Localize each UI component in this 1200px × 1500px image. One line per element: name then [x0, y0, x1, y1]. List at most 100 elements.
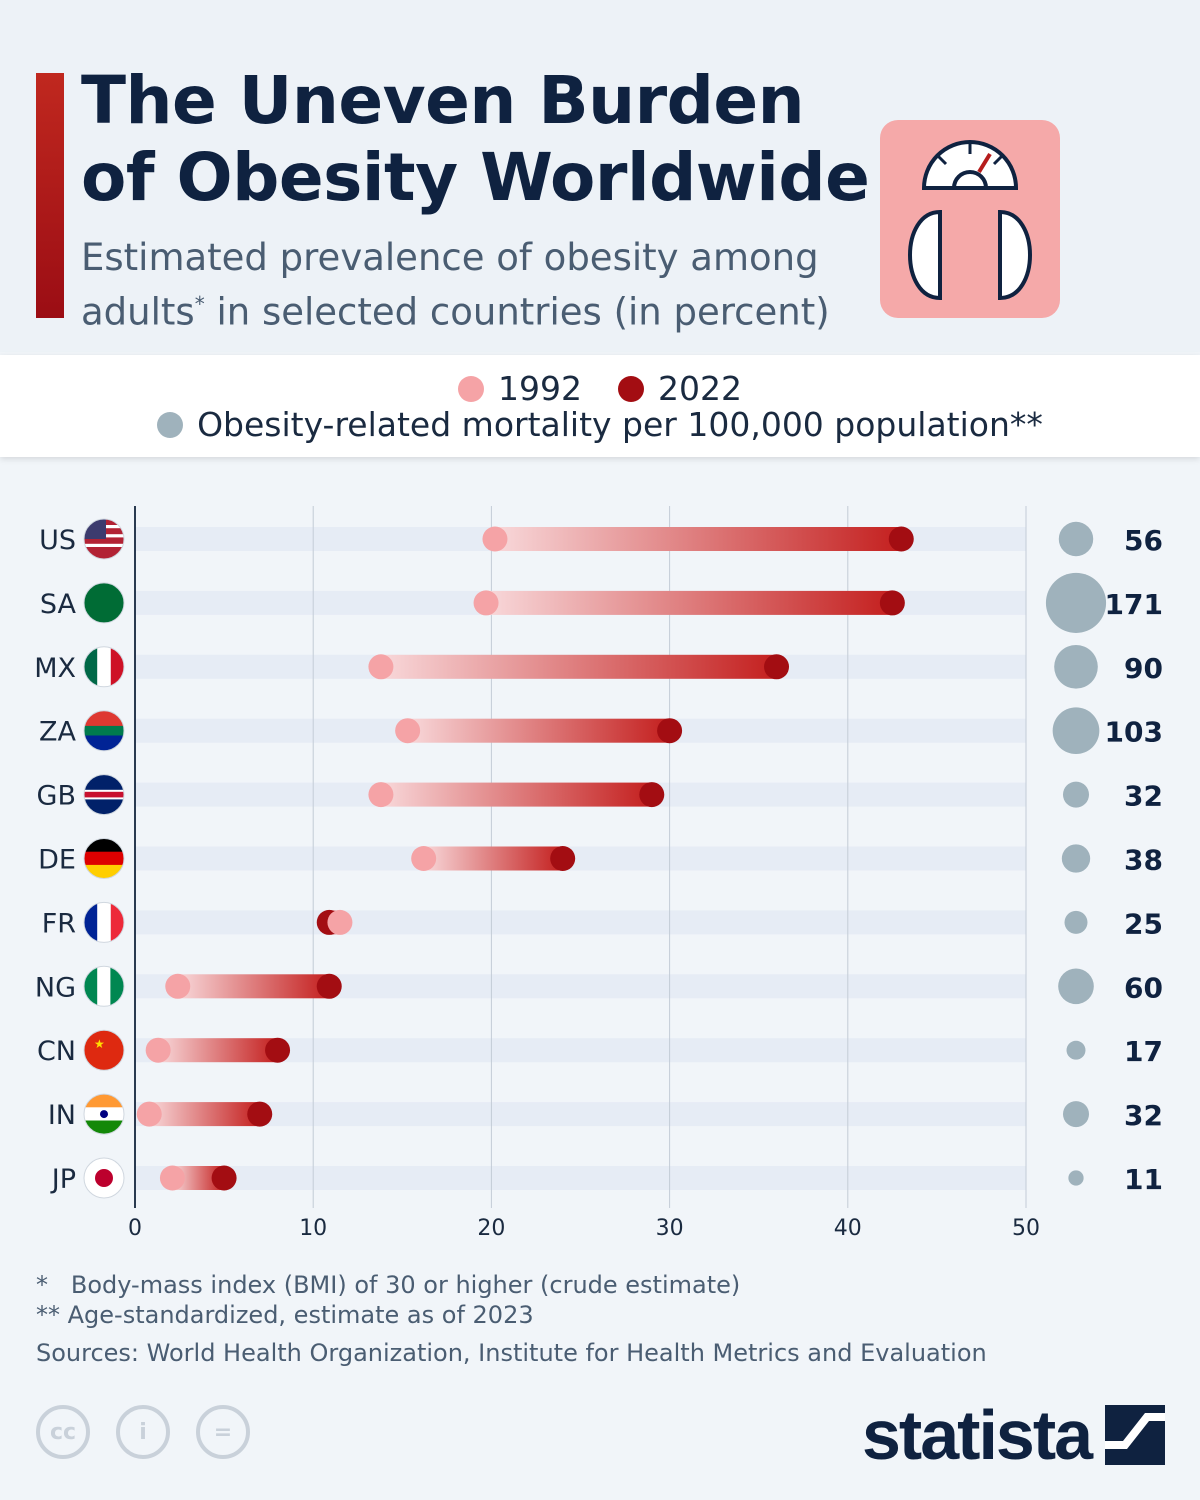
country-label: US — [39, 525, 76, 556]
range-bar — [380, 654, 777, 679]
country-label: GB — [37, 781, 76, 812]
range-bar — [149, 1102, 260, 1127]
license-icons: cc i = — [36, 1405, 250, 1459]
mortality-bubble — [1058, 968, 1094, 1005]
dot-1992 — [145, 1037, 171, 1063]
mortality-bubble — [1062, 781, 1090, 808]
footnotes: * Body-mass index (BMI) of 30 or higher … — [36, 1270, 987, 1368]
mortality-value: 171 — [1105, 588, 1163, 621]
mortality-bubble — [1052, 707, 1100, 755]
dot-2022 — [879, 590, 905, 616]
mortality-value: 60 — [1124, 971, 1163, 1004]
country-label: JP — [50, 1164, 76, 1195]
mortality-value: 90 — [1124, 652, 1163, 685]
range-bar — [486, 590, 893, 615]
flag-fr-icon — [84, 902, 124, 943]
row-band — [135, 1102, 1026, 1127]
no-derivatives-icon[interactable]: = — [196, 1405, 250, 1459]
header: The Uneven Burden of Obesity Worldwide E… — [0, 0, 1200, 352]
page-title: The Uneven Burden of Obesity Worldwide — [81, 62, 870, 216]
dot-1992 — [327, 909, 353, 935]
flag-in-icon — [84, 1094, 124, 1135]
creative-commons-icon[interactable]: cc — [36, 1405, 90, 1459]
subtitle-line: Estimated prevalence of obesity among — [81, 236, 819, 279]
x-tick-label: 50 — [1012, 1216, 1040, 1241]
footnote-marker: * — [194, 292, 205, 316]
bathroom-scale-icon — [880, 120, 1060, 318]
legend-years: 1992 2022 — [0, 369, 1200, 408]
dot-2022 — [657, 718, 683, 744]
mortality-bubble — [1068, 1170, 1084, 1186]
mortality-bubble — [1064, 910, 1088, 934]
mortality-value: 11 — [1124, 1163, 1163, 1196]
country-label: MX — [34, 653, 76, 684]
title-line: The Uneven Burden — [81, 62, 805, 139]
dot-2022 — [550, 846, 576, 871]
accent-bar — [36, 73, 64, 318]
row-band — [135, 846, 1026, 871]
statista-logo-text: statista — [862, 1396, 1093, 1474]
subtitle-line: adults* in selected countries (in percen… — [81, 281, 830, 335]
range-bar — [177, 974, 330, 999]
legend-mortality-label: Obesity-related mortality per 100,000 po… — [197, 405, 1043, 444]
country-label: DE — [38, 845, 76, 876]
dumbbell-chart: 0 10 20 30 40 50 US 56 SA 171 MX 90 ZA 103 GB 32 DE 38 FR 2… — [34, 506, 1163, 1241]
flag-us-icon — [84, 519, 124, 559]
subtitle-text: adults — [81, 290, 195, 334]
range-bar — [380, 782, 652, 807]
subtitle-text: in selected countries (in percent) — [204, 290, 830, 334]
mortality-bubble — [1066, 1040, 1086, 1060]
dot-2022 — [639, 782, 665, 808]
country-label: IN — [48, 1100, 76, 1131]
legend-mortality: Obesity-related mortality per 100,000 po… — [0, 405, 1200, 444]
range-bar — [423, 846, 563, 871]
mortality-value: 38 — [1124, 844, 1163, 877]
dot-1992 — [368, 654, 394, 680]
dot-1992 — [411, 846, 437, 871]
footnote-1: * Body-mass index (BMI) of 30 or higher … — [36, 1271, 741, 1299]
svg-text:★: ★ — [94, 1037, 105, 1051]
dot-1992 — [368, 782, 394, 808]
subtitle: Estimated prevalence of obesity among ad… — [81, 234, 830, 335]
dot-1992 — [395, 718, 421, 744]
mortality-value: 56 — [1124, 524, 1163, 557]
statista-logo[interactable]: statista — [862, 1395, 1166, 1475]
flag-cn-icon: ★ — [84, 1030, 124, 1071]
legend: 1992 2022 Obesity-related mortality per … — [0, 355, 1200, 457]
mortality-bubble — [1054, 644, 1098, 689]
dot-2022 — [211, 1165, 237, 1191]
legend-2022-label: 2022 — [658, 369, 742, 408]
range-bar — [494, 527, 902, 551]
row-band — [135, 1166, 1026, 1190]
mortality-value: 32 — [1124, 1099, 1163, 1132]
attribution-icon[interactable]: i — [116, 1405, 170, 1459]
mortality-bubble — [1045, 572, 1107, 633]
dot-1992 — [482, 526, 508, 552]
flag-za-icon — [84, 710, 124, 751]
legend-mortality-dot-icon — [157, 411, 184, 438]
legend-1992-label: 1992 — [498, 369, 582, 408]
dot-2022 — [888, 526, 914, 552]
dot-1992 — [159, 1165, 185, 1191]
flag-jp-icon — [84, 1158, 124, 1198]
flag-ng-icon — [84, 966, 124, 1007]
country-label: CN — [37, 1036, 76, 1067]
x-tick-label: 0 — [128, 1216, 142, 1241]
legend-2022-dot-icon — [618, 375, 644, 402]
flag-mx-icon — [84, 646, 124, 687]
flag-de-icon — [84, 838, 124, 879]
mortality-value: 17 — [1124, 1035, 1163, 1068]
country-label: SA — [40, 589, 77, 620]
flag-sa-icon — [84, 582, 124, 623]
x-tick-label: 40 — [834, 1216, 862, 1241]
x-tick-label: 30 — [656, 1216, 684, 1241]
dot-1992 — [136, 1101, 162, 1127]
sources: Sources: World Health Organization, Inst… — [36, 1339, 987, 1367]
title-line: of Obesity Worldwide — [81, 139, 870, 216]
mortality-value: 25 — [1124, 907, 1163, 940]
range-bar — [158, 1038, 278, 1063]
country-label: ZA — [39, 717, 76, 748]
dot-2022 — [316, 973, 342, 999]
x-tick-label: 10 — [299, 1216, 327, 1241]
mortality-bubble — [1061, 844, 1091, 873]
